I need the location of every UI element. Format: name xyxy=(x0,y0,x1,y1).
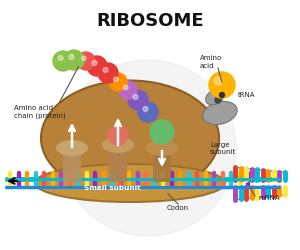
Text: mRNA: mRNA xyxy=(258,195,280,201)
Circle shape xyxy=(103,68,108,72)
FancyBboxPatch shape xyxy=(153,146,171,182)
Circle shape xyxy=(119,81,137,99)
Circle shape xyxy=(58,56,63,60)
Ellipse shape xyxy=(41,80,219,196)
FancyBboxPatch shape xyxy=(109,143,127,182)
Circle shape xyxy=(69,54,74,60)
Circle shape xyxy=(128,90,148,110)
Text: Amino
acid: Amino acid xyxy=(200,56,222,68)
Ellipse shape xyxy=(35,164,225,202)
Circle shape xyxy=(98,63,118,83)
Circle shape xyxy=(150,120,174,144)
Ellipse shape xyxy=(146,140,178,156)
Circle shape xyxy=(92,60,97,66)
Circle shape xyxy=(77,52,95,70)
Circle shape xyxy=(220,92,224,98)
Circle shape xyxy=(87,56,107,76)
Ellipse shape xyxy=(102,137,134,153)
Circle shape xyxy=(124,85,128,89)
Ellipse shape xyxy=(203,102,237,124)
FancyBboxPatch shape xyxy=(63,146,81,182)
Text: Codon: Codon xyxy=(167,205,189,211)
Ellipse shape xyxy=(206,89,224,105)
Text: Amino acid
chain (protein): Amino acid chain (protein) xyxy=(14,105,66,119)
Circle shape xyxy=(53,51,73,71)
Text: Small subunit: Small subunit xyxy=(84,185,140,191)
Text: RIBOSOME: RIBOSOME xyxy=(96,12,204,30)
Circle shape xyxy=(209,72,235,98)
Circle shape xyxy=(113,77,118,82)
Circle shape xyxy=(82,56,86,60)
Circle shape xyxy=(64,50,84,70)
Ellipse shape xyxy=(56,140,88,156)
Text: Large
subunit: Large subunit xyxy=(210,142,236,154)
Circle shape xyxy=(143,106,148,112)
Circle shape xyxy=(133,94,138,100)
Circle shape xyxy=(108,125,128,145)
Circle shape xyxy=(214,77,222,85)
Circle shape xyxy=(138,102,158,122)
Circle shape xyxy=(215,97,221,103)
Text: tRNA: tRNA xyxy=(238,92,256,98)
Circle shape xyxy=(60,60,236,236)
Circle shape xyxy=(109,73,127,91)
